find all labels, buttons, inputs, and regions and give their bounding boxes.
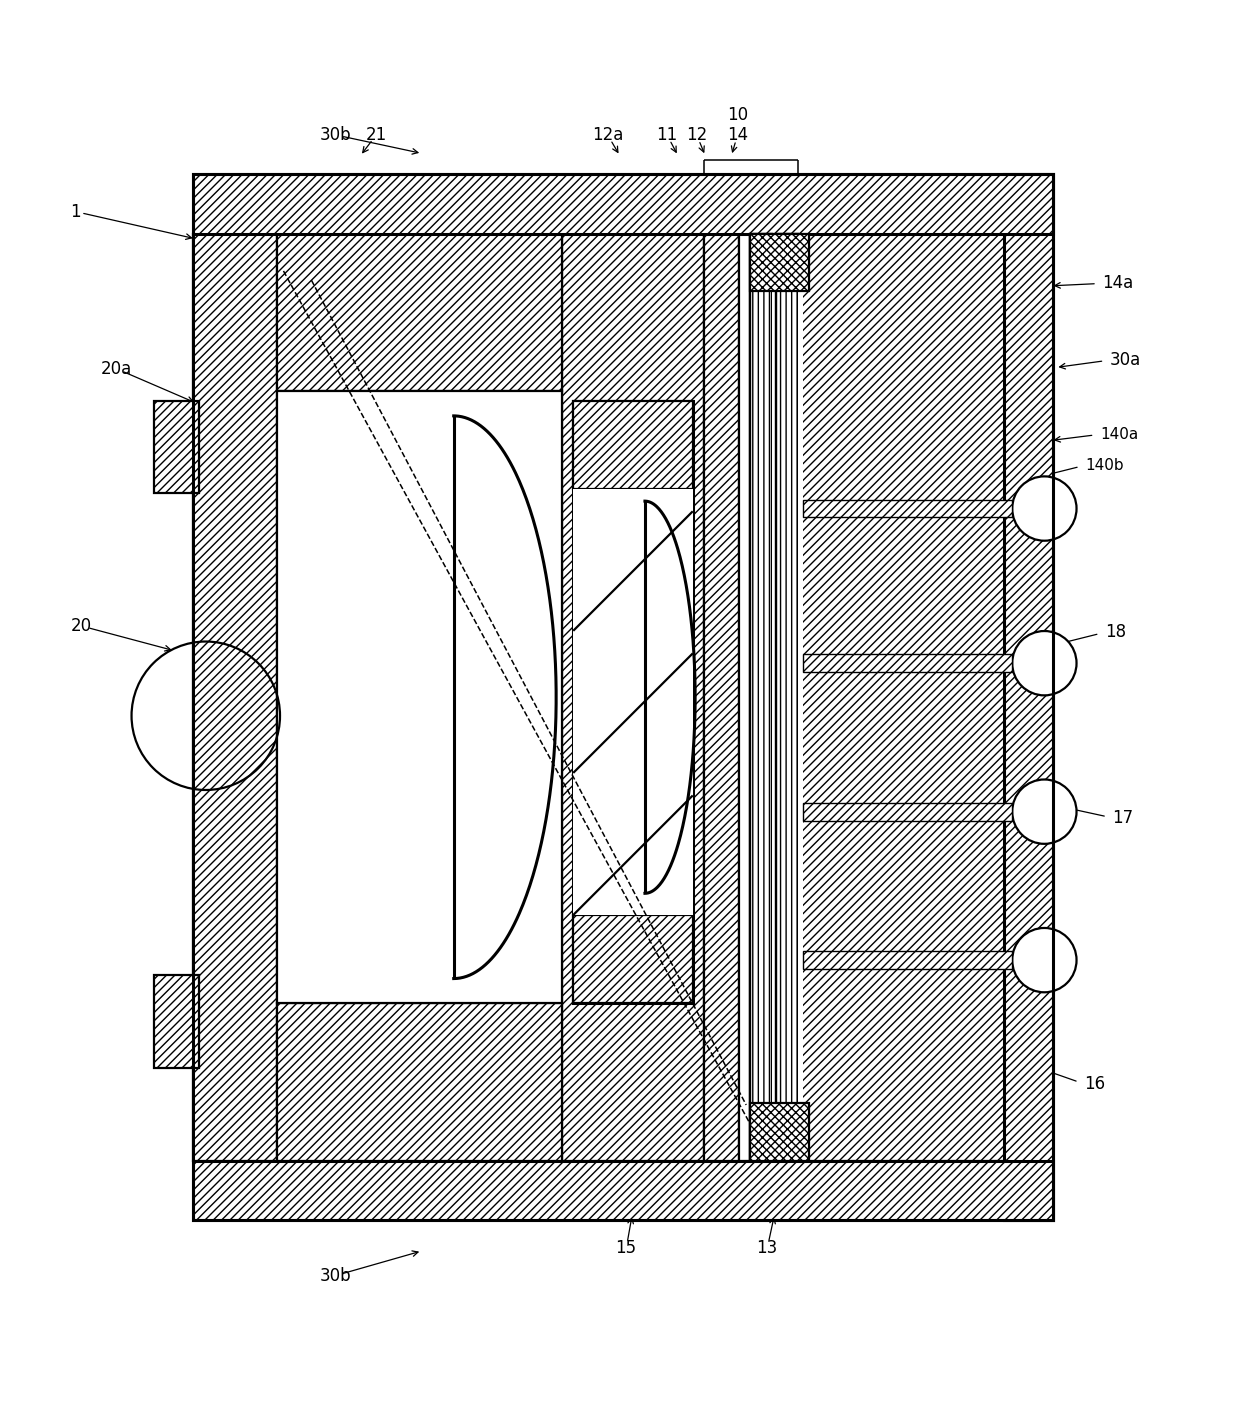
Bar	[773, 235, 776, 1160]
Bar	[573, 489, 693, 916]
Bar	[750, 235, 810, 291]
Text: 15: 15	[615, 1239, 637, 1258]
Bar	[573, 401, 693, 489]
Text: 10: 10	[727, 106, 748, 124]
Bar	[193, 174, 1053, 235]
Text: 30a: 30a	[1110, 350, 1141, 369]
Bar	[154, 975, 200, 1068]
Text: 1: 1	[71, 202, 81, 220]
Bar	[573, 916, 693, 1003]
Bar	[750, 235, 773, 1160]
Text: 140a: 140a	[1100, 427, 1138, 442]
Text: 140b: 140b	[1085, 458, 1123, 473]
Bar	[193, 235, 278, 1160]
Text: 17: 17	[1112, 808, 1133, 827]
Circle shape	[1012, 928, 1076, 992]
Bar	[278, 235, 562, 391]
Bar	[704, 235, 739, 1160]
Bar	[750, 235, 773, 1160]
Bar	[193, 1160, 1053, 1219]
Text: 13: 13	[756, 1239, 777, 1258]
Bar	[193, 174, 1053, 1219]
Text: 14: 14	[727, 126, 748, 144]
Bar	[776, 235, 799, 1160]
Text: 11: 11	[656, 126, 677, 144]
Circle shape	[1012, 780, 1076, 844]
Bar	[278, 235, 1053, 1160]
Bar	[1003, 174, 1053, 1219]
Bar	[799, 235, 804, 1160]
Text: 12: 12	[686, 126, 707, 144]
Bar	[278, 235, 562, 1160]
Bar	[804, 500, 1012, 517]
Text: 14a: 14a	[1102, 274, 1133, 292]
Text: 30b: 30b	[320, 126, 351, 144]
Bar	[804, 951, 1012, 969]
Circle shape	[1012, 632, 1076, 695]
Bar	[573, 401, 693, 1003]
Bar	[739, 235, 750, 1160]
Text: 20a: 20a	[100, 360, 133, 377]
Circle shape	[1012, 476, 1076, 541]
Text: 18: 18	[1105, 623, 1126, 642]
Bar	[750, 1104, 810, 1160]
Text: 16: 16	[1084, 1075, 1105, 1092]
Text: 20: 20	[71, 617, 92, 634]
Bar	[804, 654, 1012, 673]
Bar	[804, 803, 1012, 821]
Bar	[154, 400, 200, 493]
Text: 12a: 12a	[591, 126, 624, 144]
Text: 21: 21	[366, 126, 387, 144]
Bar	[278, 1003, 562, 1160]
Bar	[278, 391, 562, 1003]
Text: 30b: 30b	[320, 1266, 351, 1284]
Bar	[776, 235, 799, 1160]
Bar	[562, 235, 704, 1160]
